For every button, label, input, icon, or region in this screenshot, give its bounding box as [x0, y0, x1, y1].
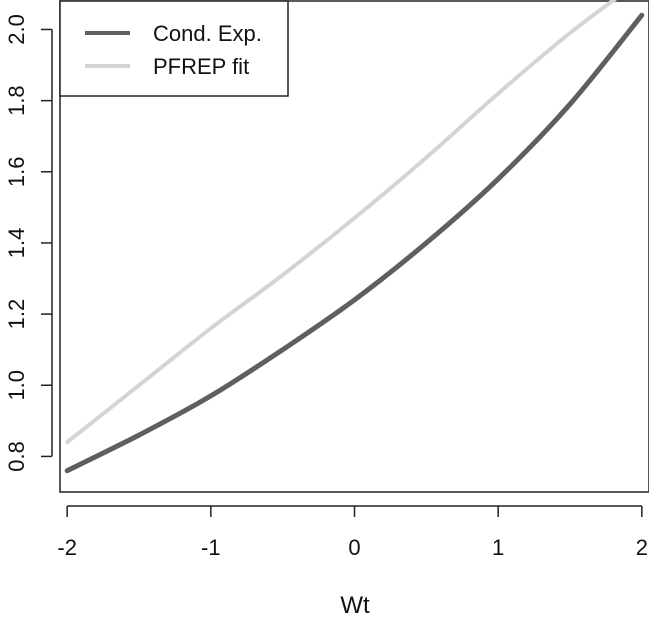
- y-axis: 0.8 1.0 1.2 1.4 1.6 1.8 2.0: [4, 14, 53, 472]
- legend-label: PFREP fit: [153, 54, 249, 79]
- x-tick-label: -2: [57, 535, 77, 560]
- x-axis-title: Wt: [340, 592, 370, 617]
- legend-box: [59, 0, 289, 97]
- y-tick-label: 1.2: [4, 299, 29, 330]
- legend-label: Cond. Exp.: [153, 21, 262, 46]
- y-tick-label: 2.0: [4, 14, 29, 45]
- series-line-pfrep-fit: [65, 0, 618, 445]
- x-axis: -2 -1 0 1 2: [57, 505, 648, 560]
- x-tick-label: -1: [201, 535, 221, 560]
- y-tick-label: 0.8: [4, 441, 29, 472]
- plot-frame: [59, 0, 649, 493]
- x-tick-label: 2: [636, 535, 648, 560]
- series-layer: [64, 0, 645, 474]
- x-tick-label: 0: [348, 535, 360, 560]
- x-tick-label: 1: [492, 535, 504, 560]
- y-tick-label: 1.0: [4, 370, 29, 401]
- legend: Cond. Exp. PFREP fit: [59, 0, 289, 97]
- y-tick-label: 1.8: [4, 85, 29, 116]
- series-line-cond-exp: [64, 12, 645, 474]
- y-tick-label: 1.4: [4, 228, 29, 259]
- y-tick-label: 1.6: [4, 156, 29, 187]
